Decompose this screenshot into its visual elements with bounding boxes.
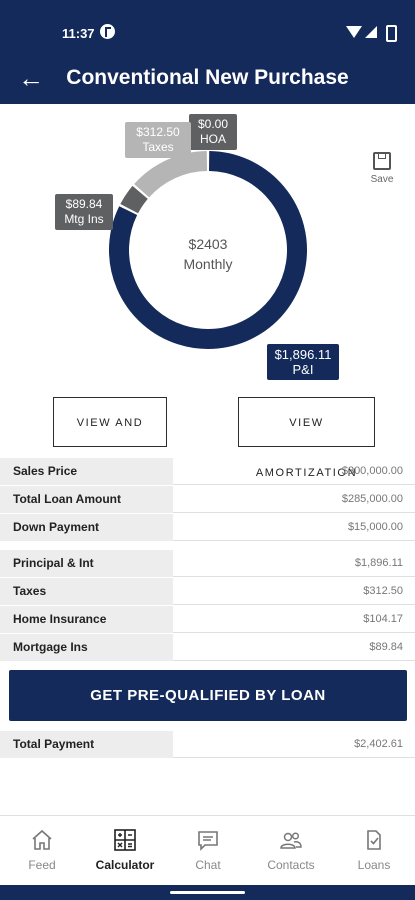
table-row: Mortgage Ins $89.84 bbox=[0, 634, 415, 662]
row-label: Sales Price bbox=[0, 458, 173, 485]
nav-loans-label: Loans bbox=[357, 858, 391, 872]
chat-icon bbox=[198, 831, 218, 851]
total-table: Total Payment $2,402.61 bbox=[0, 731, 415, 759]
contacts-icon bbox=[280, 832, 302, 849]
view-and-share-button[interactable]: VIEW AND SHARE bbox=[53, 397, 167, 479]
back-arrow-icon[interactable]: ← bbox=[18, 63, 44, 93]
callout-pi-value: $1,896.11 bbox=[274, 347, 332, 362]
notification-icon bbox=[100, 24, 115, 39]
nav-chat[interactable]: Chat bbox=[173, 828, 243, 872]
page-title: Conventional New Purchase bbox=[66, 66, 349, 89]
calculator-icon bbox=[114, 829, 136, 851]
row-value: $312.50 bbox=[173, 578, 415, 605]
nav-feed[interactable]: Feed bbox=[7, 828, 77, 872]
table-row: Taxes $312.50 bbox=[0, 578, 415, 606]
nav-contacts-label: Contacts bbox=[267, 858, 315, 872]
row-label: Principal & Int bbox=[0, 550, 173, 577]
row-value: $285,000.00 bbox=[173, 486, 415, 513]
row-label: Total Payment bbox=[0, 731, 173, 758]
home-indicator bbox=[170, 891, 245, 894]
status-bar: 11:37 bbox=[0, 0, 415, 56]
callout-pi-label: P&I bbox=[292, 362, 314, 377]
nav-calculator[interactable]: Calculator bbox=[90, 828, 160, 872]
chart-center: $2403 Monthly bbox=[158, 234, 258, 274]
row-label: Taxes bbox=[0, 578, 173, 605]
callout-taxes-value: $312.50 bbox=[136, 125, 180, 139]
nav-calculator-label: Calculator bbox=[95, 858, 155, 872]
status-time: 11:37 bbox=[62, 26, 95, 41]
table-row: Principal & Int $1,896.11 bbox=[0, 550, 415, 578]
center-label: Monthly bbox=[183, 256, 233, 272]
center-amount: $2403 bbox=[188, 236, 228, 252]
row-label: Mortgage Ins bbox=[0, 634, 173, 661]
save-icon bbox=[373, 152, 391, 170]
payment-chart: $2403 Monthly $0.00 HOA $312.50 Taxes $8… bbox=[0, 104, 415, 394]
row-value: $104.17 bbox=[173, 606, 415, 633]
nav-loans[interactable]: Loans bbox=[339, 828, 409, 872]
row-label: Home Insurance bbox=[0, 606, 173, 633]
battery-icon bbox=[386, 25, 397, 42]
wifi-icon bbox=[346, 26, 362, 38]
bottom-nav: Feed Calculator Chat Contacts Loans bbox=[0, 815, 415, 886]
signal-icon bbox=[365, 26, 377, 38]
callout-mtg-ins-label: Mtg Ins bbox=[64, 212, 104, 226]
home-icon bbox=[32, 829, 52, 850]
nav-chat-label: Chat bbox=[195, 858, 221, 872]
nav-feed-label: Feed bbox=[28, 858, 56, 872]
callout-mtg-ins-value: $89.84 bbox=[65, 197, 103, 211]
app-header: ← Conventional New Purchase bbox=[0, 56, 415, 104]
row-value: $300,000.00 bbox=[173, 458, 415, 485]
donut-slice-p-i bbox=[109, 151, 307, 349]
row-value: $15,000.00 bbox=[173, 514, 415, 541]
save-button[interactable]: Save bbox=[366, 152, 398, 185]
loans-icon bbox=[367, 830, 381, 850]
callout-taxes: $312.50 Taxes bbox=[125, 122, 191, 158]
callout-hoa-value: $0.00 bbox=[197, 117, 229, 131]
table-row: Total Loan Amount $285,000.00 bbox=[0, 486, 415, 514]
callout-hoa: $0.00 HOA bbox=[189, 114, 237, 150]
row-label: Total Loan Amount bbox=[0, 486, 173, 513]
row-label: Down Payment bbox=[0, 514, 173, 541]
view-amortization-button[interactable]: VIEW AMORTIZATION bbox=[238, 397, 375, 479]
save-label: Save bbox=[370, 174, 394, 185]
table-row: Total Payment $2,402.61 bbox=[0, 731, 415, 759]
callout-pi: $1,896.11 P&I bbox=[267, 344, 339, 380]
gesture-bar bbox=[0, 885, 415, 900]
callout-taxes-label: Taxes bbox=[142, 140, 174, 154]
get-prequalified-button[interactable]: GET PRE-QUALIFIED BY LOAN bbox=[9, 670, 407, 721]
callout-mtg-ins: $89.84 Mtg Ins bbox=[55, 194, 113, 230]
nav-contacts[interactable]: Contacts bbox=[256, 828, 326, 872]
donut-slice-taxes bbox=[134, 151, 208, 198]
table-row: Down Payment $15,000.00 bbox=[0, 514, 415, 542]
donut-slice-mtg-ins bbox=[120, 185, 148, 214]
callout-hoa-label: HOA bbox=[199, 132, 226, 146]
table-row: Home Insurance $104.17 bbox=[0, 606, 415, 634]
payment-table: Principal & Int $1,896.11 Taxes $312.50 … bbox=[0, 550, 415, 662]
row-value: $2,402.61 bbox=[173, 731, 415, 758]
row-value: $89.84 bbox=[173, 634, 415, 661]
loan-table: Sales Price $300,000.00 Total Loan Amoun… bbox=[0, 458, 415, 542]
donut-chart bbox=[109, 151, 307, 349]
row-value: $1,896.11 bbox=[173, 550, 415, 577]
table-row: Sales Price $300,000.00 bbox=[0, 458, 415, 486]
